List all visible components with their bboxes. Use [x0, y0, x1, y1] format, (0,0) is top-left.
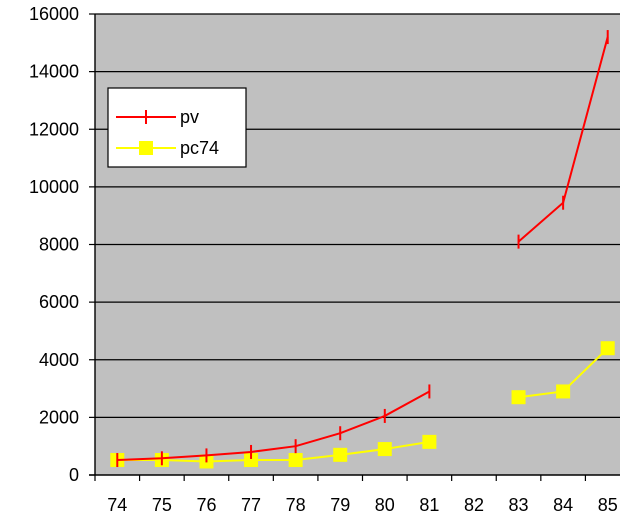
x-tick-label: 78 [286, 495, 306, 515]
x-tick-label: 79 [330, 495, 350, 515]
data-point-pc74 [600, 341, 615, 356]
x-tick-label: 82 [464, 495, 484, 515]
y-tick-label: 8000 [39, 235, 79, 255]
data-point-pc74 [511, 390, 526, 405]
legend-marker-pc74 [139, 141, 153, 155]
series-layer [110, 30, 615, 469]
y-tick-label: 14000 [29, 62, 79, 82]
legend: pv pc74 [107, 87, 247, 168]
series-line-pv [117, 390, 430, 462]
y-tick-label: 2000 [39, 407, 79, 427]
x-tick-label: 74 [107, 495, 127, 515]
data-point-pc74 [422, 434, 437, 449]
x-tick-label: 85 [598, 495, 618, 515]
series-pv [116, 30, 609, 468]
x-tick-label: 81 [419, 495, 439, 515]
x-tick-label: 76 [196, 495, 216, 515]
y-tick-label: 0 [69, 465, 79, 485]
data-point-pc74 [288, 453, 303, 468]
y-tick-label: 10000 [29, 177, 79, 197]
x-tick-label: 77 [241, 495, 261, 515]
data-point-pc74 [333, 447, 348, 462]
x-tick-label: 80 [375, 495, 395, 515]
y-tick-label: 4000 [39, 350, 79, 370]
legend-label-pc74: pc74 [180, 138, 219, 158]
x-tick-label: 84 [553, 495, 573, 515]
y-tick-label: 16000 [29, 4, 79, 24]
legend-box [107, 87, 247, 168]
legend-label-pv: pv [180, 107, 199, 127]
data-point-pc74 [556, 384, 571, 399]
x-tick-label: 75 [152, 495, 172, 515]
series-pc74 [110, 341, 615, 469]
y-tick-label: 6000 [39, 292, 79, 312]
data-point-pc74 [377, 442, 392, 457]
axes: 0 2000 4000 6000 8000 10000 12000 14000 16000 74 7… [29, 4, 620, 515]
series-line-pc74 [117, 440, 430, 463]
data-point-pc74 [244, 453, 259, 468]
x-tick-label: 83 [509, 495, 529, 515]
y-tick-label: 12000 [29, 119, 79, 139]
gridlines [95, 13, 620, 418]
